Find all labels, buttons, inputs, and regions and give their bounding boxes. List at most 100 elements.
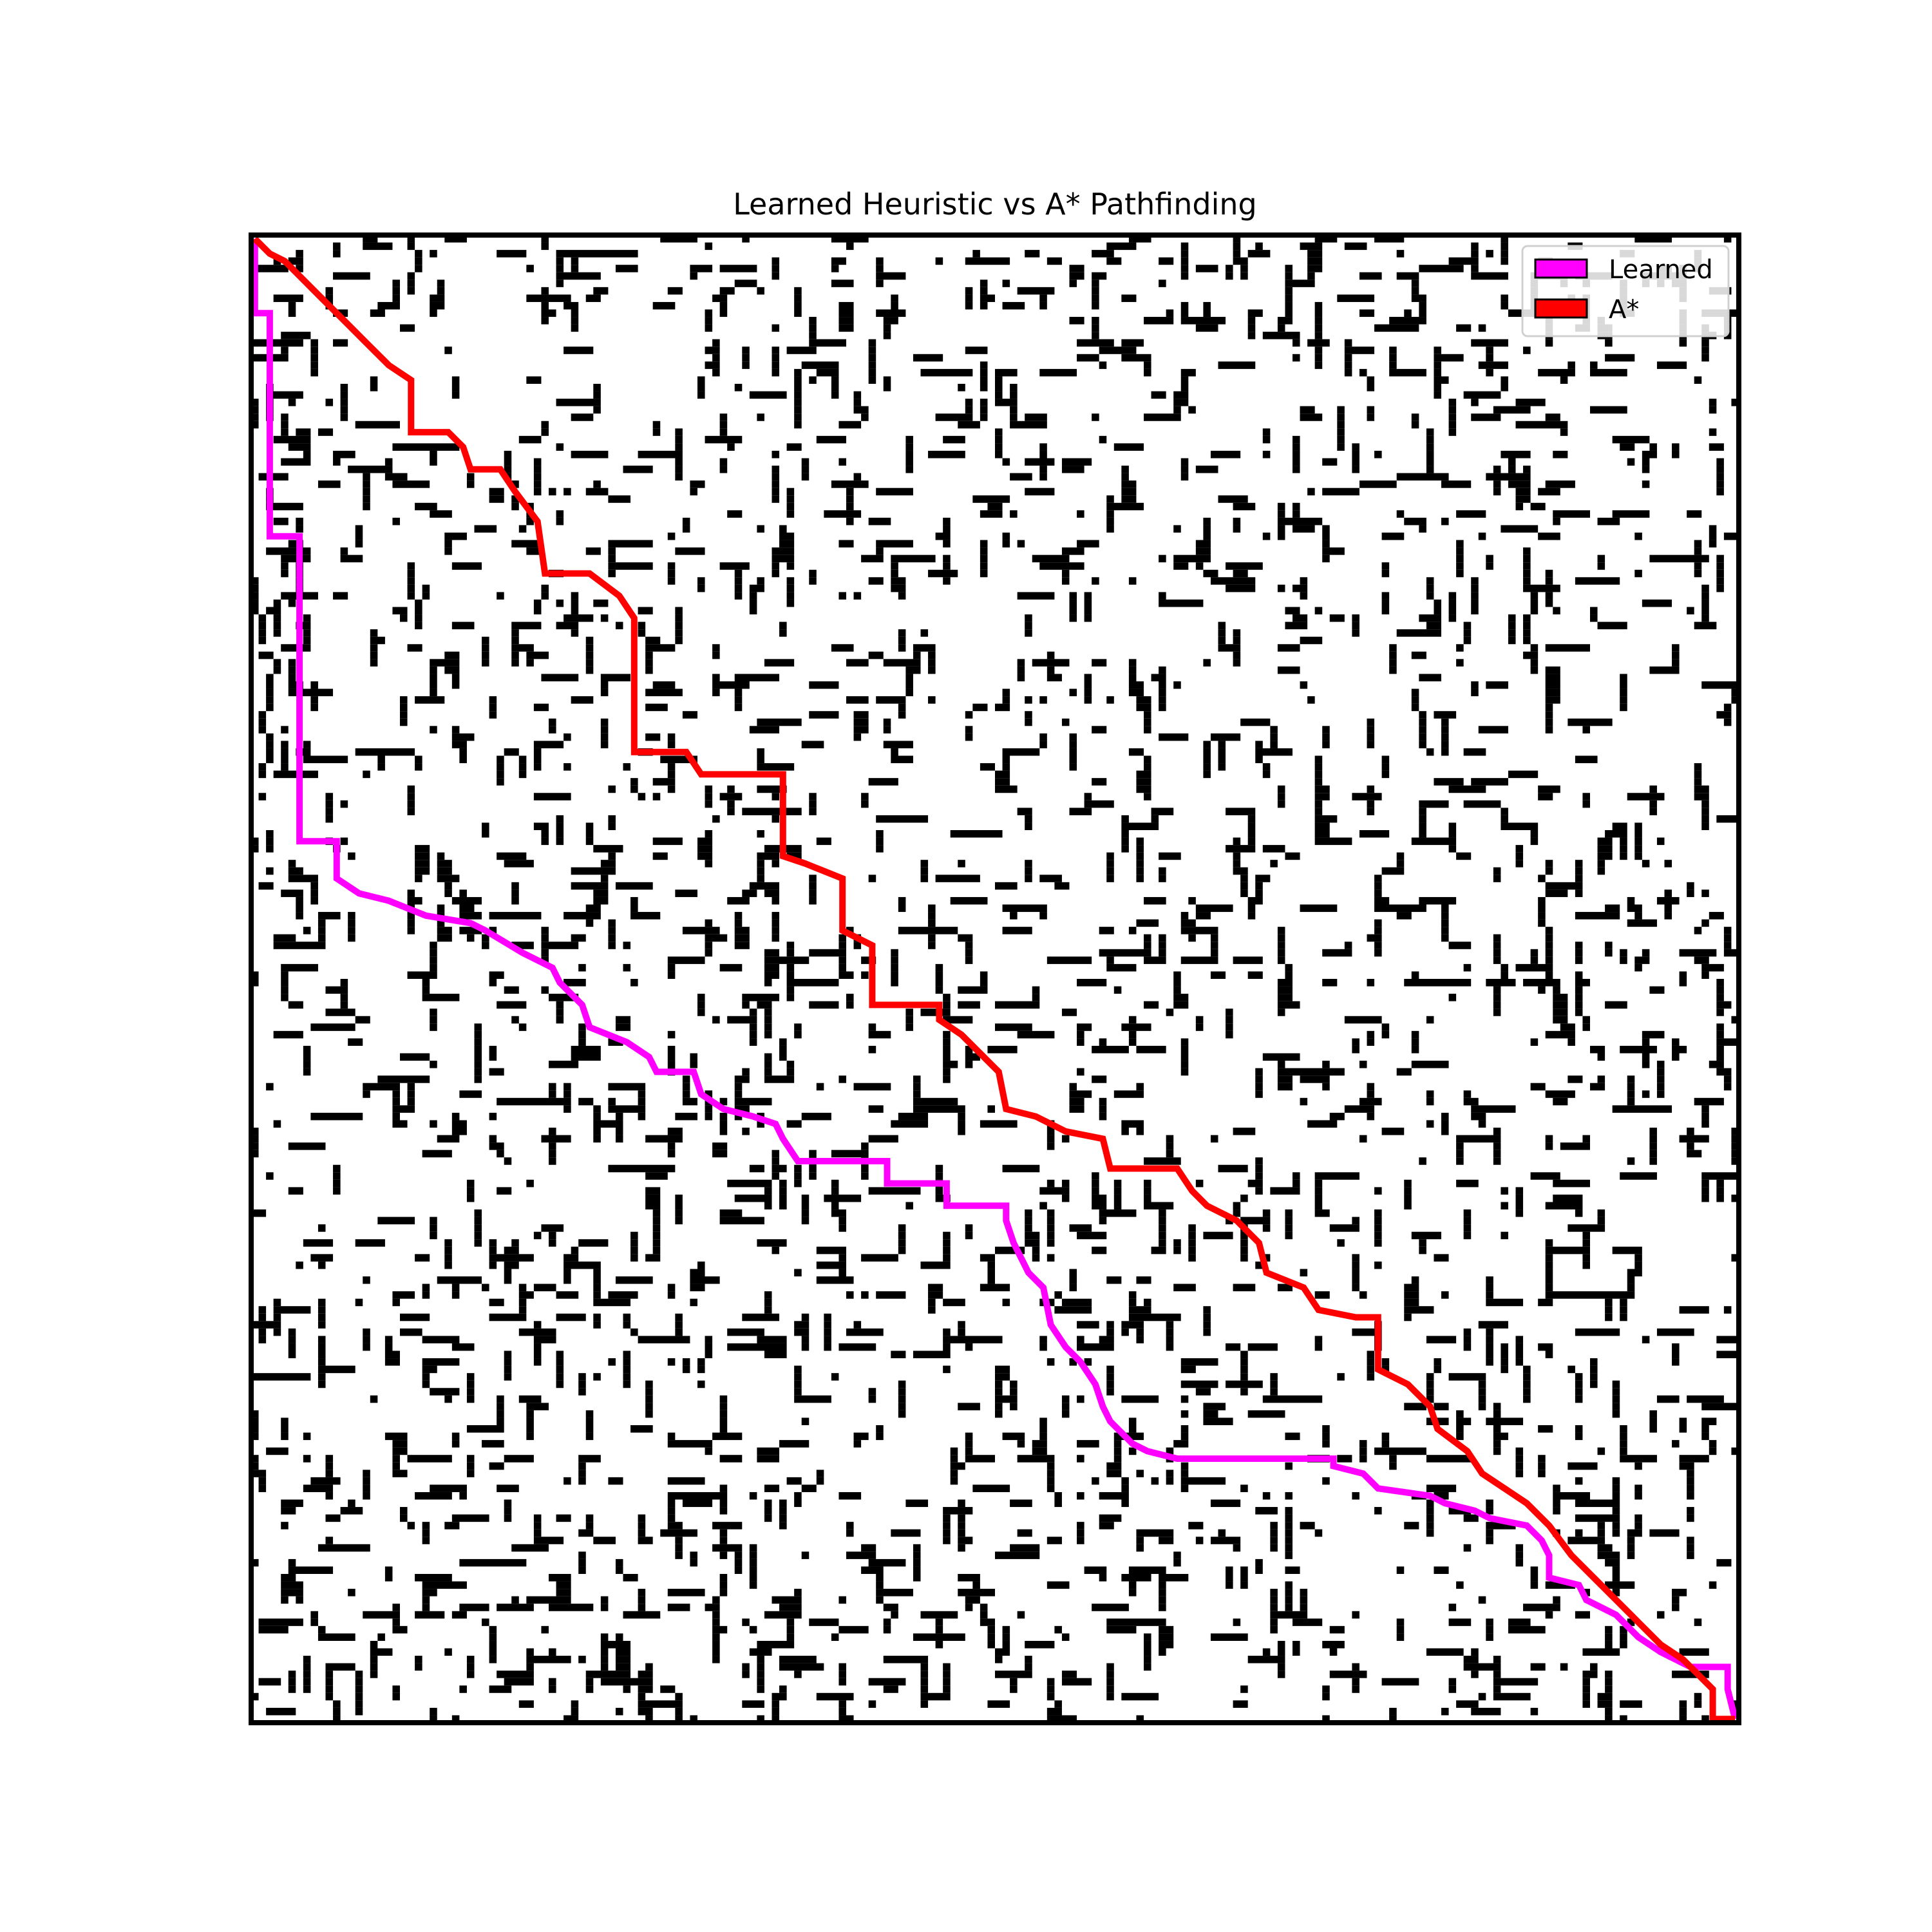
obstacle-cell <box>1523 979 1560 987</box>
obstacle-cell <box>980 1618 995 1626</box>
obstacle-cell <box>1389 659 1397 667</box>
obstacle-cell <box>913 1544 921 1552</box>
obstacle-cell <box>1025 458 1055 466</box>
obstacle-cell <box>1434 1492 1449 1500</box>
obstacle-cell <box>303 629 311 637</box>
obstacle-cell <box>1106 242 1137 251</box>
obstacle-cell <box>891 584 906 592</box>
obstacle-cell <box>466 473 475 481</box>
obstacle-cell <box>556 517 564 526</box>
obstacle-cell <box>1203 1306 1211 1314</box>
obstacle-cell <box>1515 1558 1524 1567</box>
obstacle-cell <box>578 1373 586 1381</box>
obstacle-cell <box>1046 1224 1055 1232</box>
obstacle-cell <box>645 666 653 674</box>
obstacle-cell <box>987 1633 995 1641</box>
obstacle-cell <box>258 1336 267 1343</box>
obstacle-cell <box>838 421 862 429</box>
obstacle-cell <box>675 443 683 451</box>
obstacle-cell <box>1032 659 1070 667</box>
obstacle-cell <box>1195 265 1218 272</box>
obstacle-cell <box>317 1298 326 1307</box>
obstacle-cell <box>1731 1128 1739 1135</box>
obstacle-cell <box>675 1537 683 1544</box>
obstacle-cell <box>868 577 884 585</box>
obstacle-cell <box>980 971 988 979</box>
obstacle-cell <box>1247 1343 1278 1351</box>
obstacle-cell <box>296 517 303 526</box>
obstacle-cell <box>437 1276 482 1284</box>
obstacle-cell <box>533 763 542 771</box>
obstacle-cell <box>1173 406 1181 414</box>
obstacle-cell <box>1314 309 1323 317</box>
obstacle-cell <box>1493 934 1501 942</box>
obstacle-cell <box>809 1164 817 1173</box>
obstacle-cell <box>533 1336 556 1343</box>
obstacle-cell <box>1300 1075 1330 1083</box>
obstacle-cell <box>325 1455 334 1463</box>
obstacle-cell <box>876 1425 884 1433</box>
obstacle-cell <box>392 517 400 526</box>
obstacle-cell <box>816 1477 824 1485</box>
obstacle-cell <box>876 837 884 846</box>
obstacle-cell <box>400 711 408 719</box>
obstacle-cell <box>407 896 422 905</box>
obstacle-cell <box>675 1551 683 1559</box>
obstacle-cell <box>333 592 348 600</box>
obstacle-cell <box>1233 867 1248 875</box>
obstacle-cell <box>273 1030 303 1039</box>
obstacle-cell <box>1203 1328 1211 1336</box>
obstacle-cell <box>838 301 854 310</box>
obstacle-cell <box>1486 1633 1493 1641</box>
obstacle-cell <box>1226 1581 1233 1589</box>
obstacle-cell <box>853 718 869 726</box>
obstacle-cell <box>1463 621 1472 630</box>
obstacle-cell <box>333 1172 341 1180</box>
obstacle-cell <box>317 1380 326 1388</box>
obstacle-cell <box>444 1522 460 1530</box>
obstacle-cell <box>1463 1343 1472 1351</box>
obstacle-cell <box>415 265 422 272</box>
obstacle-cell <box>719 562 750 570</box>
obstacle-cell <box>697 384 705 392</box>
obstacle-cell <box>786 986 795 994</box>
obstacle-cell <box>1017 666 1025 674</box>
obstacle-cell <box>1173 1001 1189 1009</box>
obstacle-cell <box>422 1589 437 1596</box>
obstacle-cell <box>831 391 839 399</box>
obstacle-cell <box>1731 1447 1739 1455</box>
obstacle-cell <box>1523 554 1531 563</box>
obstacle-cell <box>451 1112 460 1121</box>
obstacle-cell <box>675 1313 683 1321</box>
obstacle-cell <box>1553 1484 1560 1492</box>
obstacle-cell <box>719 793 743 800</box>
obstacle-cell <box>415 1663 422 1671</box>
obstacle-cell <box>1679 1707 1687 1716</box>
obstacle-cell <box>831 1179 839 1188</box>
obstacle-cell <box>734 1566 743 1574</box>
obstacle-cell <box>1277 949 1285 957</box>
obstacle-cell <box>1404 1298 1419 1307</box>
obstacle-cell <box>1270 1529 1278 1537</box>
obstacle-cell <box>310 361 318 369</box>
obstacle-cell <box>727 443 735 451</box>
obstacle-cell <box>549 1061 579 1068</box>
obstacle-cell <box>1709 1440 1717 1448</box>
obstacle-cell <box>1121 473 1129 481</box>
obstacle-cell <box>1605 1715 1613 1723</box>
obstacle-cell <box>1545 1261 1553 1269</box>
obstacle-cell <box>1307 257 1323 265</box>
obstacle-cell <box>1456 1135 1501 1143</box>
obstacle-cell <box>1612 1246 1642 1255</box>
obstacle-cell <box>281 1499 303 1508</box>
obstacle-cell <box>556 510 564 518</box>
obstacle-cell <box>1359 1291 1367 1299</box>
obstacle-cell <box>1456 1425 1464 1433</box>
obstacle-cell <box>1501 963 1508 972</box>
obstacle-cell <box>1285 1522 1293 1530</box>
obstacle-cell <box>348 852 355 860</box>
obstacle-cell <box>1121 830 1129 838</box>
obstacle-cell <box>779 1038 787 1046</box>
obstacle-cell <box>630 1425 653 1433</box>
obstacle-cell <box>1493 986 1501 994</box>
